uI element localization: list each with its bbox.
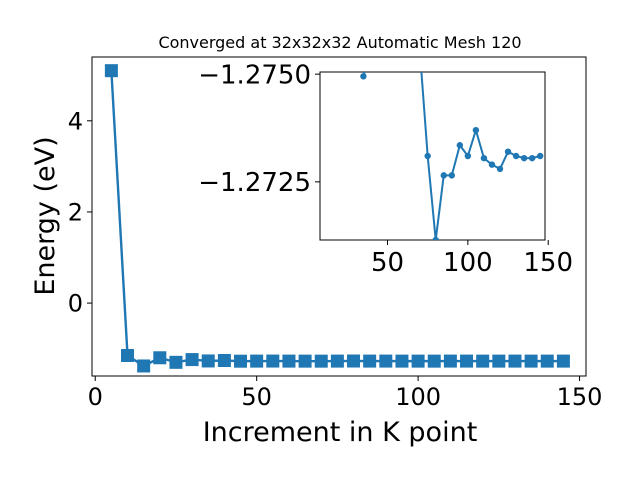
- main-data-point: [185, 353, 199, 367]
- main-data-point: [282, 354, 296, 368]
- main-plot: 0 50 100 150 0 2 4: [68, 56, 603, 411]
- main-data-point: [347, 354, 361, 368]
- main-data-point: [153, 351, 167, 365]
- main-data-point: [201, 354, 215, 368]
- main-data-point: [427, 354, 441, 368]
- main-data-point: [476, 354, 490, 368]
- main-data-point: [250, 354, 264, 368]
- main-data-point: [443, 354, 457, 368]
- main-data-point: [266, 354, 280, 368]
- inset-data-point: [496, 165, 504, 173]
- main-data-point: [314, 354, 328, 368]
- main-y-axis-label: Energy (eV): [30, 136, 61, 295]
- main-data-point: [121, 348, 135, 362]
- inset-x-tick-label: 50: [371, 248, 404, 278]
- main-data-point: [330, 354, 344, 368]
- main-data-point: [217, 354, 231, 368]
- inset-y-tick-label: −1.2750: [198, 61, 311, 91]
- main-x-tick-label: 0: [88, 383, 103, 411]
- inset-x-tick-label: 150: [523, 248, 573, 278]
- main-x-tick-label: 150: [557, 383, 603, 411]
- inset-plot: 50 100 150 −1.2750 −1.2725: [198, 61, 573, 278]
- inset-data-point: [512, 152, 520, 160]
- inset-x-tick-label: 100: [443, 248, 493, 278]
- main-y-tick-label: 0: [68, 290, 83, 318]
- inset-y-tick-label: −1.2725: [198, 168, 311, 198]
- inset-data-point: [360, 73, 367, 80]
- inset-data-point: [472, 126, 480, 134]
- main-x-tick-label: 50: [241, 383, 272, 411]
- inset-data-point: [480, 154, 488, 162]
- main-data-point: [540, 354, 554, 368]
- main-data-point: [234, 354, 248, 368]
- main-data-point: [137, 359, 151, 373]
- main-data-point: [460, 354, 474, 368]
- inset-plot-area: [319, 71, 546, 241]
- inset-data-point: [536, 152, 544, 160]
- inset-series: [360, 72, 544, 240]
- main-x-axis-label: Increment in K point: [203, 417, 478, 448]
- inset-data-point: [528, 154, 536, 162]
- main-data-point: [395, 354, 409, 368]
- main-data-point: [524, 354, 538, 368]
- main-series: [104, 64, 570, 373]
- main-data-point: [363, 354, 377, 368]
- inset-data-point: [520, 154, 528, 162]
- main-data-point: [298, 354, 312, 368]
- main-data-point: [411, 354, 425, 368]
- main-data-point: [379, 354, 393, 368]
- inset-data-point: [432, 236, 439, 240]
- main-y-tick-label: 2: [68, 199, 83, 227]
- inset-data-point: [448, 172, 455, 179]
- main-plot-area: [91, 56, 587, 377]
- inset-x-ticks: 50 100 150: [371, 240, 573, 278]
- inset-data-point: [464, 152, 472, 160]
- inset-data-point: [440, 172, 447, 179]
- main-data-point: [556, 354, 570, 368]
- inset-y-ticks: −1.2750 −1.2725: [198, 61, 320, 198]
- main-data-point: [104, 64, 118, 78]
- inset-data-point: [424, 152, 431, 160]
- inset-data-point: [456, 142, 464, 149]
- main-title: Converged at 32x32x32 Automatic Mesh 120: [158, 33, 521, 52]
- main-y-ticks: 0 2 4: [68, 107, 92, 318]
- main-y-tick-label: 4: [68, 107, 83, 135]
- inset-data-point: [504, 148, 512, 155]
- main-x-tick-label: 100: [395, 383, 441, 411]
- main-x-ticks: 0 50 100 150: [88, 376, 603, 411]
- main-data-point: [492, 354, 506, 368]
- inset-data-point: [488, 161, 496, 168]
- main-data-point: [508, 354, 522, 368]
- main-data-point: [169, 355, 183, 369]
